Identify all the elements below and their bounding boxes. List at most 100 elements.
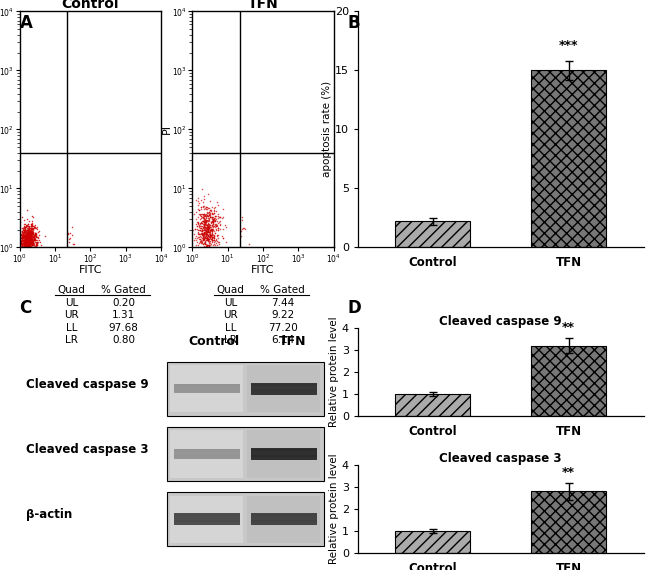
Point [21, 233, 31, 242]
Point [205, 229, 215, 238]
Point [23, 239, 33, 249]
Point [20, 231, 30, 241]
Point [25, 237, 35, 246]
Point [200, 227, 211, 237]
Point [205, 217, 216, 226]
Point [202, 240, 212, 249]
Point [207, 221, 217, 230]
Point [25, 231, 36, 240]
Point [195, 221, 205, 230]
Point [203, 235, 213, 245]
Point [22, 241, 32, 250]
Point [19, 231, 29, 241]
Point [201, 214, 211, 223]
Point [16, 242, 27, 251]
Point [20, 229, 31, 238]
Point [25, 233, 36, 242]
Point [208, 214, 218, 223]
Point [19, 227, 29, 236]
Point [20, 224, 30, 233]
Point [31, 235, 41, 245]
Point [194, 234, 204, 243]
Point [22, 235, 32, 244]
Point [23, 226, 33, 235]
Point [19, 233, 29, 242]
Point [237, 212, 247, 221]
Point [204, 228, 214, 237]
Point [20, 239, 30, 248]
Point [209, 222, 219, 231]
Point [23, 234, 34, 243]
Title: Control: Control [62, 0, 119, 11]
Point [27, 225, 37, 234]
Text: LR: LR [65, 335, 78, 345]
Point [40, 231, 50, 241]
Point [22, 239, 32, 248]
Point [210, 229, 220, 238]
Point [196, 196, 206, 205]
Point [202, 220, 212, 229]
Point [212, 198, 222, 207]
Point [27, 232, 37, 241]
Point [25, 232, 35, 241]
Point [29, 234, 39, 243]
Point [22, 241, 32, 250]
Point [27, 234, 38, 243]
Point [23, 238, 34, 247]
Point [25, 224, 36, 233]
Point [31, 231, 41, 240]
Point [25, 235, 35, 245]
Point [29, 234, 40, 243]
Point [207, 214, 218, 223]
Point [206, 218, 216, 227]
Point [22, 223, 32, 233]
Point [15, 223, 25, 233]
Point [211, 211, 221, 221]
Point [18, 237, 29, 246]
Point [207, 219, 218, 229]
Point [205, 226, 216, 235]
Point [200, 233, 210, 242]
Point [204, 217, 214, 226]
Point [202, 242, 212, 251]
Point [199, 229, 209, 238]
Point [25, 228, 35, 237]
Point [23, 234, 34, 243]
Point [209, 215, 220, 225]
Point [32, 239, 43, 248]
Point [25, 235, 36, 244]
Point [197, 233, 207, 242]
Point [21, 233, 32, 242]
Point [194, 210, 205, 219]
Point [220, 223, 231, 232]
Point [199, 217, 209, 226]
Point [207, 235, 217, 244]
Point [18, 231, 28, 240]
Point [23, 234, 34, 243]
Point [204, 209, 214, 218]
Point [31, 229, 41, 238]
Point [192, 194, 203, 203]
Point [33, 227, 44, 236]
Point [205, 225, 216, 234]
Point [202, 232, 212, 241]
Point [23, 237, 33, 246]
Point [23, 231, 33, 240]
Point [191, 235, 202, 244]
Point [199, 225, 209, 234]
Point [197, 221, 207, 230]
Point [213, 237, 224, 246]
Point [201, 203, 211, 212]
Point [31, 237, 41, 246]
Point [20, 235, 31, 245]
Point [207, 220, 218, 229]
Point [27, 220, 38, 229]
Point [203, 227, 214, 236]
Point [205, 233, 215, 242]
Point [191, 196, 202, 205]
Point [20, 231, 31, 240]
Point [209, 231, 219, 241]
Point [213, 237, 224, 246]
Point [18, 234, 28, 243]
Point [202, 231, 213, 241]
